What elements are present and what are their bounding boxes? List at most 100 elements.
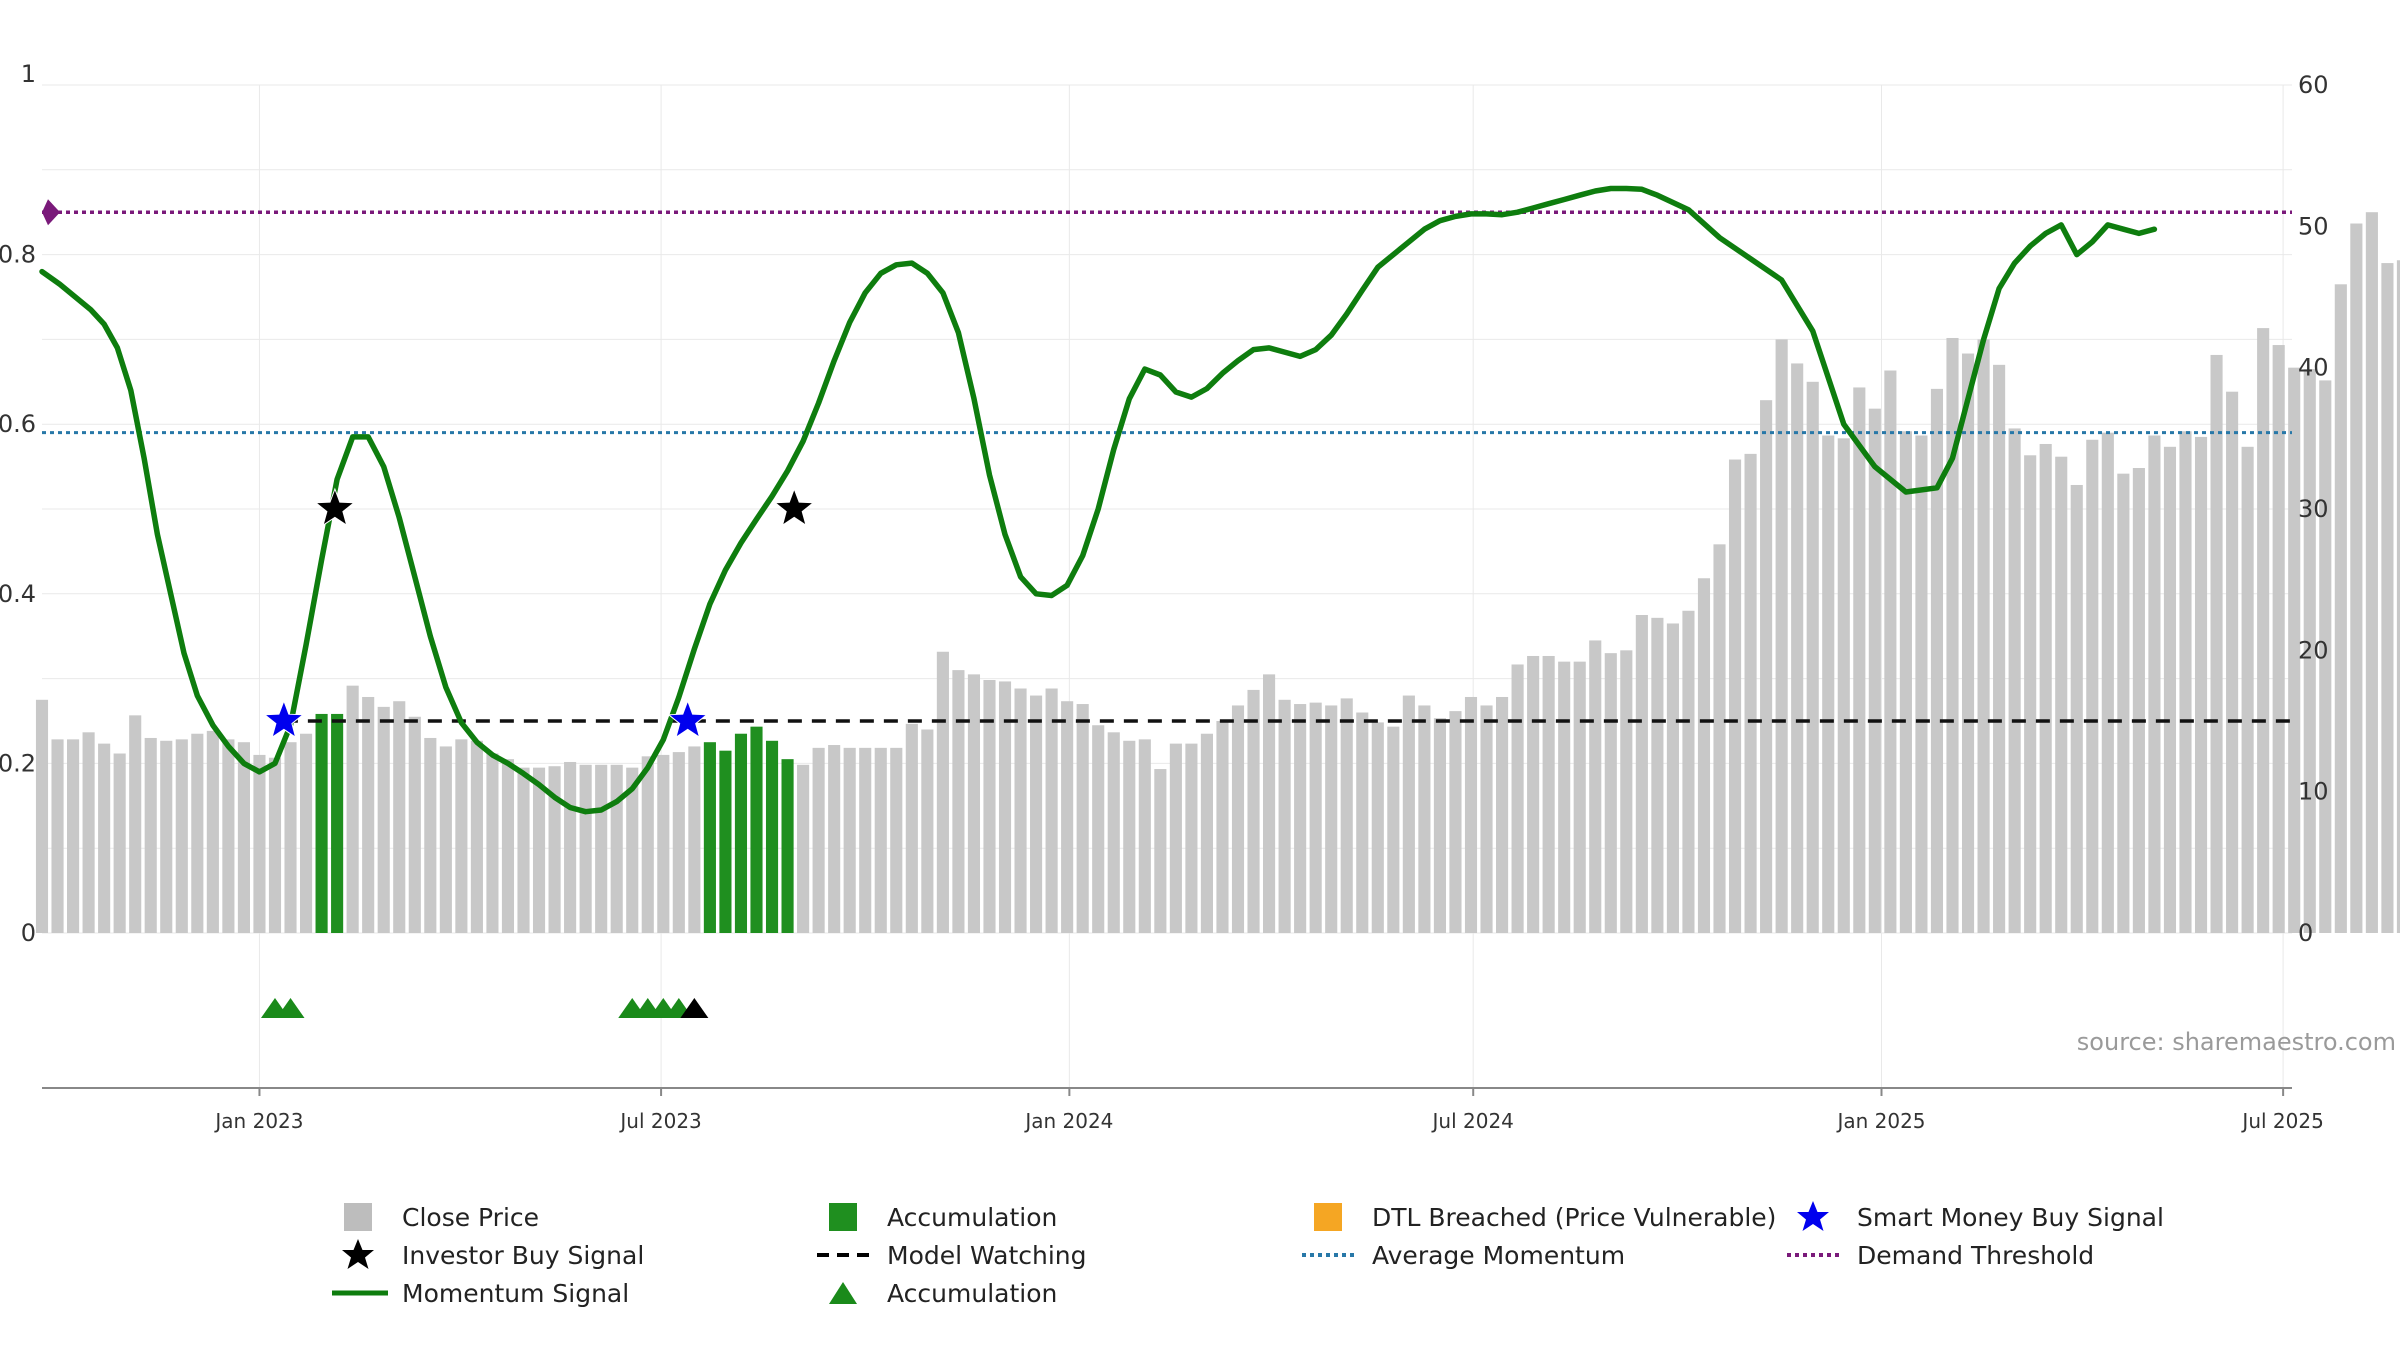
- price-bar: [2319, 380, 2332, 933]
- price-bar: [284, 742, 297, 933]
- price-bar: [548, 766, 561, 933]
- price-bar: [2303, 369, 2316, 934]
- legend-label: Accumulation: [887, 1278, 1058, 1308]
- investor-buy-star: [314, 487, 356, 527]
- legend-item-investor-buy[interactable]: Investor Buy Signal: [330, 1238, 644, 1272]
- price-bar: [797, 764, 810, 933]
- black-star-icon: [342, 1239, 374, 1269]
- legend-item-accumulation-bar[interactable]: Accumulation: [815, 1200, 1057, 1234]
- price-bar: [191, 733, 204, 933]
- price-bar: [2365, 212, 2378, 933]
- price-bar: [424, 737, 437, 933]
- price-bar: [703, 742, 716, 933]
- price-bar: [998, 681, 1012, 933]
- price-bar: [1138, 739, 1151, 933]
- legend-item-smart-money[interactable]: Smart Money Buy Signal: [1785, 1200, 2164, 1234]
- price-bar: [2101, 432, 2114, 933]
- accumulation-triangle-marker: [276, 998, 305, 1018]
- price-bar: [2288, 367, 2301, 934]
- price-bar: [1247, 689, 1260, 933]
- blue-star-icon: [1797, 1201, 1829, 1231]
- price-bar: [921, 729, 934, 933]
- price-bar: [1744, 453, 1757, 933]
- price-bar: [1527, 655, 1540, 933]
- price-bar: [765, 740, 779, 933]
- price-bar: [859, 747, 872, 933]
- price-bar: [1651, 617, 1664, 933]
- price-bar: [1076, 704, 1089, 933]
- price-bar: [2148, 435, 2161, 933]
- legend-label: Momentum Signal: [402, 1278, 630, 1308]
- left-tick-label: 0.4: [0, 580, 36, 608]
- price-bar: [517, 767, 530, 933]
- price-bar: [35, 699, 49, 933]
- price-bar: [1697, 578, 1711, 933]
- price-bar: [1449, 711, 1462, 933]
- price-bar: [812, 747, 825, 933]
- price-bar: [237, 742, 250, 933]
- price-bar: [408, 716, 421, 933]
- price-bar: [1713, 544, 1726, 933]
- x-tick-label: Jan 2024: [1023, 1109, 1113, 1133]
- price-bar: [2396, 260, 2400, 934]
- price-bar: [299, 733, 313, 933]
- close-price-swatch-icon: [344, 1203, 372, 1231]
- price-bar: [2039, 443, 2052, 933]
- legend-item-average-momentum[interactable]: Average Momentum: [1300, 1238, 1625, 1272]
- investor-buy-star: [773, 487, 815, 527]
- price-bar: [2008, 428, 2021, 933]
- price-bar: [2226, 391, 2239, 933]
- price-bar: [1868, 408, 1881, 933]
- price-bar: [595, 764, 608, 933]
- price-bar: [1418, 705, 1431, 933]
- price-bar: [1154, 769, 1167, 933]
- left-tick-label: 0.2: [0, 749, 36, 777]
- price-bar: [2241, 446, 2254, 933]
- price-bar: [1169, 743, 1182, 933]
- left-tick-label: 0: [21, 919, 36, 947]
- left-tick-label: 0.6: [0, 410, 36, 438]
- price-bar: [2070, 484, 2083, 933]
- legend-item-momentum-signal[interactable]: Momentum Signal: [330, 1276, 629, 1310]
- price-bar: [160, 740, 173, 933]
- price-bar: [1480, 705, 1493, 933]
- legend-item-model-watching[interactable]: Model Watching: [815, 1238, 1087, 1272]
- price-bar: [1993, 364, 2006, 934]
- price-bar: [1775, 339, 1788, 933]
- price-bar: [1371, 722, 1384, 933]
- price-bar: [222, 739, 235, 933]
- x-tick-label: Jul 2023: [618, 1109, 701, 1133]
- price-bar: [377, 706, 390, 933]
- price-bar: [2179, 431, 2192, 933]
- legend-item-demand-threshold[interactable]: Demand Threshold: [1785, 1238, 2094, 1272]
- accumulation-triangle-marker: [680, 998, 709, 1018]
- price-bar: [890, 747, 903, 933]
- legend-item-dtl-breached[interactable]: DTL Breached (Price Vulnerable): [1300, 1200, 1776, 1234]
- price-bar: [1666, 623, 1679, 933]
- price-bar: [657, 754, 670, 933]
- right-tick-label: 60: [2298, 71, 2329, 99]
- price-bar: [362, 696, 375, 933]
- right-tick-label: 0: [2298, 919, 2313, 947]
- right-tick-label: 10: [2298, 778, 2329, 806]
- left-tick-label: 1: [21, 60, 36, 88]
- price-bar: [1123, 740, 1136, 933]
- price-bar: [874, 747, 887, 933]
- price-bar: [253, 754, 266, 933]
- price-bar: [564, 761, 577, 933]
- price-bar: [439, 746, 452, 933]
- price-bar: [579, 764, 592, 933]
- price-bar: [1014, 688, 1027, 933]
- legend-item-close-price[interactable]: Close Price: [330, 1200, 539, 1234]
- price-bar: [1092, 725, 1105, 933]
- price-bar: [1309, 702, 1322, 933]
- price-bar: [1340, 698, 1353, 933]
- price-bar: [1294, 704, 1307, 933]
- legend-item-accumulation-triangle[interactable]: Accumulation: [815, 1276, 1057, 1310]
- legend-label: Investor Buy Signal: [402, 1240, 645, 1270]
- price-bar: [67, 739, 80, 933]
- price-bar: [967, 674, 981, 933]
- price-bar: [2055, 456, 2068, 933]
- price-bar: [2194, 436, 2208, 933]
- price-bar: [1930, 388, 1944, 933]
